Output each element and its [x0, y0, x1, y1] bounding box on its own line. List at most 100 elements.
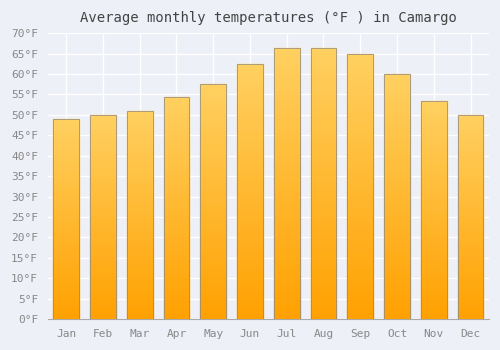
- Bar: [310, 113, 336, 118]
- Bar: [421, 188, 446, 193]
- Bar: [458, 237, 483, 241]
- Bar: [90, 127, 116, 131]
- Bar: [421, 240, 446, 245]
- Bar: [458, 123, 483, 127]
- Bar: [310, 221, 336, 227]
- Bar: [384, 74, 410, 319]
- Bar: [127, 115, 152, 119]
- Bar: [164, 195, 190, 199]
- Bar: [90, 184, 116, 188]
- Bar: [200, 310, 226, 314]
- Bar: [310, 91, 336, 96]
- Bar: [458, 229, 483, 233]
- Bar: [200, 174, 226, 178]
- Bar: [200, 127, 226, 131]
- Bar: [348, 256, 373, 261]
- Bar: [384, 172, 410, 177]
- Bar: [200, 263, 226, 267]
- Bar: [127, 206, 152, 211]
- Bar: [458, 131, 483, 135]
- Bar: [164, 203, 190, 208]
- Bar: [237, 288, 263, 294]
- Bar: [421, 193, 446, 197]
- Bar: [90, 233, 116, 237]
- Bar: [384, 182, 410, 187]
- Bar: [384, 84, 410, 89]
- Bar: [384, 153, 410, 158]
- Bar: [421, 249, 446, 254]
- Bar: [384, 94, 410, 99]
- Bar: [348, 187, 373, 192]
- Bar: [164, 257, 190, 261]
- Bar: [458, 311, 483, 315]
- Bar: [90, 213, 116, 217]
- Bar: [421, 100, 446, 319]
- Bar: [274, 178, 299, 183]
- Bar: [384, 231, 410, 236]
- Bar: [421, 179, 446, 184]
- Bar: [237, 187, 263, 191]
- Bar: [127, 203, 152, 206]
- Bar: [90, 311, 116, 315]
- Bar: [348, 102, 373, 107]
- Bar: [127, 236, 152, 240]
- Bar: [458, 193, 483, 197]
- Bar: [200, 234, 226, 239]
- Bar: [384, 104, 410, 108]
- Bar: [90, 119, 116, 123]
- Bar: [200, 112, 226, 117]
- Bar: [54, 139, 79, 143]
- Bar: [421, 131, 446, 135]
- Bar: [458, 262, 483, 266]
- Bar: [200, 296, 226, 300]
- Bar: [348, 54, 373, 59]
- Bar: [54, 235, 79, 239]
- Bar: [200, 244, 226, 249]
- Bar: [164, 306, 190, 310]
- Bar: [54, 227, 79, 231]
- Bar: [384, 148, 410, 153]
- Bar: [384, 206, 410, 211]
- Bar: [200, 267, 226, 272]
- Bar: [274, 48, 299, 53]
- Bar: [90, 201, 116, 205]
- Bar: [421, 100, 446, 319]
- Bar: [274, 243, 299, 248]
- Bar: [127, 111, 152, 319]
- Bar: [348, 224, 373, 229]
- Bar: [274, 91, 299, 96]
- Bar: [127, 298, 152, 302]
- Bar: [127, 269, 152, 273]
- Bar: [274, 227, 299, 232]
- Bar: [164, 234, 190, 239]
- Bar: [384, 108, 410, 113]
- Bar: [274, 167, 299, 173]
- Bar: [348, 234, 373, 239]
- Bar: [274, 308, 299, 314]
- Bar: [54, 119, 79, 319]
- Bar: [90, 299, 116, 303]
- Bar: [421, 271, 446, 275]
- Bar: [54, 259, 79, 263]
- Bar: [127, 219, 152, 223]
- Bar: [310, 254, 336, 259]
- Bar: [458, 127, 483, 131]
- Bar: [127, 252, 152, 257]
- Bar: [348, 218, 373, 224]
- Bar: [384, 123, 410, 128]
- Bar: [200, 94, 226, 98]
- Bar: [274, 281, 299, 287]
- Bar: [237, 100, 263, 105]
- Bar: [310, 58, 336, 64]
- Bar: [127, 261, 152, 265]
- Bar: [348, 54, 373, 319]
- Bar: [90, 270, 116, 274]
- Bar: [274, 80, 299, 85]
- Bar: [421, 306, 446, 310]
- Bar: [127, 315, 152, 319]
- Bar: [164, 146, 190, 150]
- Bar: [421, 284, 446, 288]
- Bar: [421, 254, 446, 258]
- Bar: [164, 132, 190, 137]
- Bar: [274, 232, 299, 238]
